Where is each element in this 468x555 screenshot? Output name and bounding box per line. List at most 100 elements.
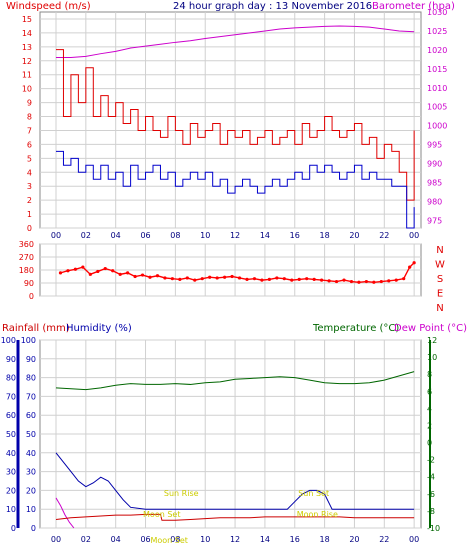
x-tick-label: 04 [111, 231, 121, 240]
direction-line [60, 262, 415, 283]
y-rain-tick-label: 0 [11, 524, 16, 533]
x-tick-label: 00 [409, 535, 419, 544]
y-right-tick-label: 1030 [427, 8, 447, 17]
windspeed-line [56, 49, 415, 201]
dewpoint-line [55, 513, 415, 521]
x-tick-label: 00 [51, 231, 61, 240]
x-tick-label: 00 [51, 535, 61, 544]
y-left-tick-label: 2 [27, 196, 32, 205]
y-left-tick-label: 9 [27, 99, 32, 108]
y-dir-tick-label: 0 [29, 292, 34, 301]
y-temp-tick-label: -10 [427, 524, 440, 533]
y-temp-tick-label: 12 [427, 336, 437, 345]
x-tick-label: 08 [170, 535, 180, 544]
y-rain-tick-label: 70 [6, 392, 16, 401]
chart-title: 24 hour graph day : 13 November 2016 [173, 1, 372, 12]
compass-label: S [437, 274, 443, 285]
x-tick-label: 12 [230, 231, 240, 240]
y-rain-tick-label: 80 [6, 374, 16, 383]
y-humidity-tick-label: 50 [26, 430, 36, 439]
event-annotation: Sun Set [298, 489, 329, 498]
rainfall-line [55, 497, 75, 529]
y-humidity-tick-label: 0 [31, 524, 36, 533]
y-right-tick-label: 1015 [427, 65, 447, 74]
y-humidity-tick-label: 40 [26, 449, 36, 458]
y-left-tick-label: 4 [27, 168, 32, 177]
x-tick-label: 02 [81, 231, 91, 240]
x-tick-label: 14 [260, 535, 270, 544]
y-humidity-tick-label: 70 [26, 392, 36, 401]
y-humidity-tick-label: 100 [21, 336, 36, 345]
wind-low-line [56, 150, 415, 229]
y-left-tick-label: 14 [22, 29, 32, 38]
y-right-tick-label: 985 [427, 179, 442, 188]
y-dir-tick-label: 180 [19, 266, 34, 275]
y-rain-tick-label: 40 [6, 449, 16, 458]
x-tick-label: 10 [200, 535, 210, 544]
y-humidity-tick-label: 60 [26, 411, 36, 420]
event-annotation: Moon Set [150, 536, 187, 545]
x-tick-label: 06 [140, 231, 150, 240]
y-left-tick-label: 3 [27, 182, 32, 191]
y-left-tick-label: 10 [22, 85, 32, 94]
x-tick-label: 18 [320, 535, 330, 544]
humidity-line [55, 452, 415, 510]
y-dir-tick-label: 90 [24, 279, 34, 288]
y-left-tick-label: 11 [22, 71, 32, 80]
x-tick-label: 02 [81, 535, 91, 544]
y-left-tick-label: 5 [27, 154, 32, 163]
y-right-tick-label: 1020 [427, 46, 447, 55]
y-humidity-tick-label: 80 [26, 374, 36, 383]
y-right-tick-label: 1000 [427, 122, 447, 131]
x-tick-label: 04 [111, 535, 121, 544]
wind-barometer-panel: 00 02 04 06 08 10 12 14 16 18 20 22 0015141312111098… [22, 8, 448, 240]
barometer-axis-label: Barometer (hpa) [372, 1, 455, 12]
event-annotation: Moon Rise [297, 510, 338, 519]
humidity-axis-label: Humidity (%) [66, 323, 132, 334]
y-rain-tick-label: 30 [6, 468, 16, 477]
y-left-tick-label: 15 [22, 15, 32, 24]
dewpoint-axis-label: Dew Point (°C) [394, 323, 467, 334]
y-left-tick-label: 1 [27, 210, 32, 219]
y-left-tick-label: 6 [27, 140, 32, 149]
x-tick-label: 16 [290, 231, 300, 240]
compass-label: N [436, 303, 443, 314]
y-left-tick-label: 7 [27, 126, 32, 135]
y-right-tick-label: 980 [427, 197, 442, 206]
x-tick-label: 20 [349, 535, 359, 544]
x-tick-label: 12 [230, 535, 240, 544]
y-left-tick-label: 12 [22, 57, 32, 66]
y-rain-tick-label: 60 [6, 411, 16, 420]
y-rain-tick-label: 20 [6, 486, 16, 495]
y-right-tick-label: 995 [427, 141, 442, 150]
y-right-tick-label: 975 [427, 216, 442, 225]
x-tick-label: 08 [170, 231, 180, 240]
y-humidity-tick-label: 20 [26, 486, 36, 495]
y-right-tick-label: 990 [427, 160, 442, 169]
x-tick-label: 16 [290, 535, 300, 544]
y-left-tick-label: 0 [27, 224, 32, 233]
x-tick-label: 18 [320, 231, 330, 240]
x-tick-label: 22 [379, 535, 389, 544]
x-tick-label: 22 [379, 231, 389, 240]
event-annotation: Moon Set [143, 510, 180, 519]
x-tick-label: 00 [409, 231, 419, 240]
x-tick-label: 14 [260, 231, 270, 240]
temperature-axis-label: Temperature (°C) [312, 323, 399, 334]
windspeed-axis-label: Windspeed (m/s) [6, 1, 91, 12]
compass-label: N [436, 245, 443, 256]
y-humidity-tick-label: 90 [26, 355, 36, 364]
event-annotation: Sun Rise [164, 489, 199, 498]
y-left-tick-label: 13 [22, 43, 32, 52]
rainfall-axis-label: Rainfall (mm) [2, 323, 70, 334]
x-tick-label: 10 [200, 231, 210, 240]
y-right-tick-label: 1025 [427, 27, 447, 36]
y-temp-tick-label: 10 [427, 353, 437, 362]
y-rain-tick-label: 50 [6, 430, 16, 439]
y-rain-tick-label: 10 [6, 505, 16, 514]
y-dir-tick-label: 360 [19, 240, 34, 249]
y-humidity-tick-label: 10 [26, 505, 36, 514]
